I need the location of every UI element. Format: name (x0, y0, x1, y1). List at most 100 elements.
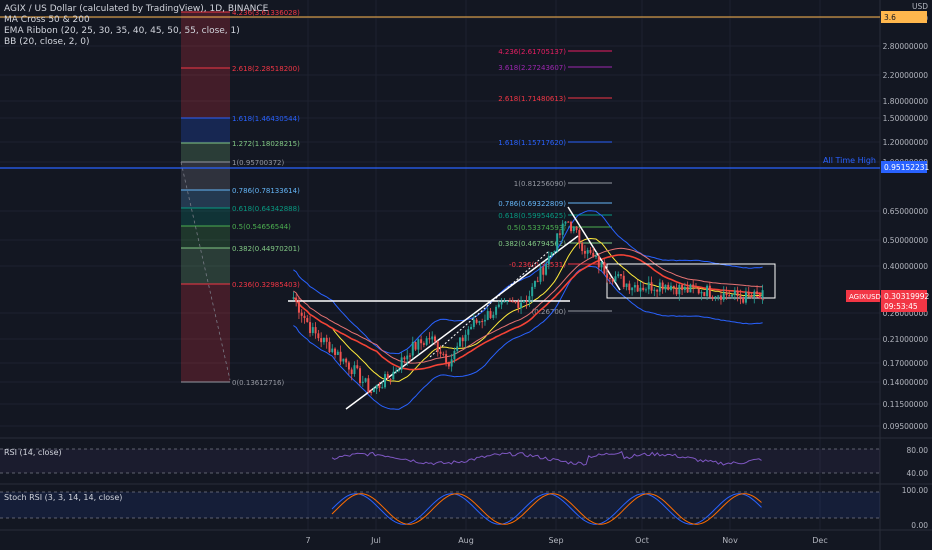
candle-body (645, 289, 647, 291)
candle-body (395, 370, 398, 372)
price-tick: 0.65000000 (883, 207, 929, 216)
rsi-band (0, 449, 880, 473)
candle-body (542, 267, 545, 275)
candle-body (458, 337, 461, 347)
stoch-rsi-pane[interactable]: Stoch RSI (3, 3, 14, 14, close) 100.00 0.0… (0, 486, 928, 530)
candle-body (608, 277, 611, 279)
stoch-k-line (331, 493, 762, 525)
fib-zone (181, 248, 230, 284)
candle-body (750, 294, 753, 297)
ath-price-tag-text: 0.95152231 (884, 163, 930, 172)
candle-body (597, 256, 600, 268)
fib-level-label: 0.786(0.78133614) (232, 187, 300, 195)
price-tick: 1.50000000 (883, 114, 929, 123)
price-tick: 0.50000000 (883, 236, 929, 245)
candle-body (539, 267, 542, 282)
indicator-ema-ribbon[interactable]: EMA Ribbon (20, 25, 30, 35, 40, 45, 50, … (4, 26, 240, 36)
candle-body (622, 275, 625, 287)
fib-level-label: 0.382(0.44970201) (232, 245, 300, 253)
fib-level-label: 0.382(0.46794562) (498, 240, 566, 248)
candle-body (664, 284, 667, 290)
fib-level-label: (0.26700) (532, 308, 567, 316)
candle-body (514, 301, 517, 303)
symbol-title[interactable]: AGIX / US Dollar (calculated by TradingV… (4, 4, 269, 14)
indicator-bollinger[interactable]: BB (20, close, 2, 0) (4, 37, 90, 47)
candle-body (553, 251, 556, 253)
fib-level-label: 1.272(1.18028215) (232, 140, 300, 148)
candle-body (420, 339, 423, 344)
price-tick: 0.21000000 (883, 335, 929, 344)
candle-body (361, 381, 364, 383)
candle-body (575, 226, 578, 230)
fib-zone (181, 12, 230, 68)
candle-body (339, 351, 342, 362)
price-tick: 0.26000000 (883, 309, 929, 318)
candle-body (722, 292, 725, 300)
stoch-tick: 100.00 (902, 486, 928, 495)
fib-level-label: 2.618(2.28518200) (232, 65, 300, 73)
candle-body (639, 287, 642, 292)
fib-level-label: -0.236(0.38531) (509, 261, 566, 269)
candle-body (489, 311, 492, 318)
candle-body (761, 290, 764, 298)
candle-body (381, 387, 384, 389)
candle-body (583, 250, 586, 254)
rsi-line (331, 450, 762, 466)
candle-body (617, 274, 620, 277)
candle-body (614, 276, 617, 282)
candle-body (506, 300, 509, 302)
candle-body (536, 280, 539, 282)
price-tick: 2.20000000 (883, 71, 929, 80)
candle-body (625, 283, 628, 287)
candle-body (439, 351, 442, 354)
candle-body (350, 369, 353, 375)
fib-zone (181, 68, 230, 118)
stoch-label: Stoch RSI (3, 3, 14, 14, close) (4, 493, 122, 502)
candle-body (470, 326, 473, 330)
candle-body (425, 338, 428, 345)
candle-body (758, 294, 761, 298)
candle-body (656, 289, 659, 292)
candle-body (334, 348, 337, 355)
fib-level-label: 0(0.13612716) (232, 379, 284, 387)
candle-body (472, 319, 475, 327)
indicator-ma-cross[interactable]: MA Cross 50 & 200 (4, 15, 90, 25)
symbol-tag (846, 290, 880, 302)
candle-body (578, 229, 581, 243)
candle-body (508, 300, 511, 302)
candle-body (389, 378, 392, 380)
fib-zone (181, 284, 230, 382)
candle-body (411, 341, 414, 356)
candle-body (422, 343, 425, 345)
candle-body (703, 292, 706, 297)
ath-price-tag (881, 161, 927, 173)
candle-body (359, 368, 362, 383)
candle-body (694, 287, 697, 289)
price-axis[interactable]: 3.400000002.800000002.200000001.80000000… (846, 2, 930, 431)
candle-body (492, 314, 495, 318)
candle-body (417, 339, 420, 350)
candle-body (528, 296, 531, 302)
candle-body (320, 338, 323, 343)
candle-body (450, 359, 453, 367)
top-price-tag-text: 3.6 (884, 13, 896, 22)
candle-body (631, 287, 634, 291)
rsi-pane[interactable]: RSI (14, close) 80.00 40.00 (0, 446, 928, 478)
candle-body (558, 233, 561, 235)
fib-level-label: 1(0.95700372) (232, 159, 284, 167)
candle-body (445, 354, 448, 363)
candle-body (719, 295, 722, 300)
price-tick: 1.20000000 (883, 138, 929, 147)
candle-body (464, 334, 467, 342)
price-tick: 2.80000000 (883, 42, 929, 51)
candle-body (311, 327, 314, 333)
descending-trendline (567, 206, 621, 291)
time-axis[interactable]: 7 Jul Aug Sep Oct Nov Dec (305, 536, 827, 545)
fib-level-label: 0.5(0.53374593) (507, 224, 566, 232)
candle-body (733, 290, 736, 295)
candle-body (392, 371, 395, 380)
symbol-tag-text: AGIXUSD (849, 293, 881, 301)
fib-level-label: 0.5(0.54656544) (232, 223, 291, 231)
